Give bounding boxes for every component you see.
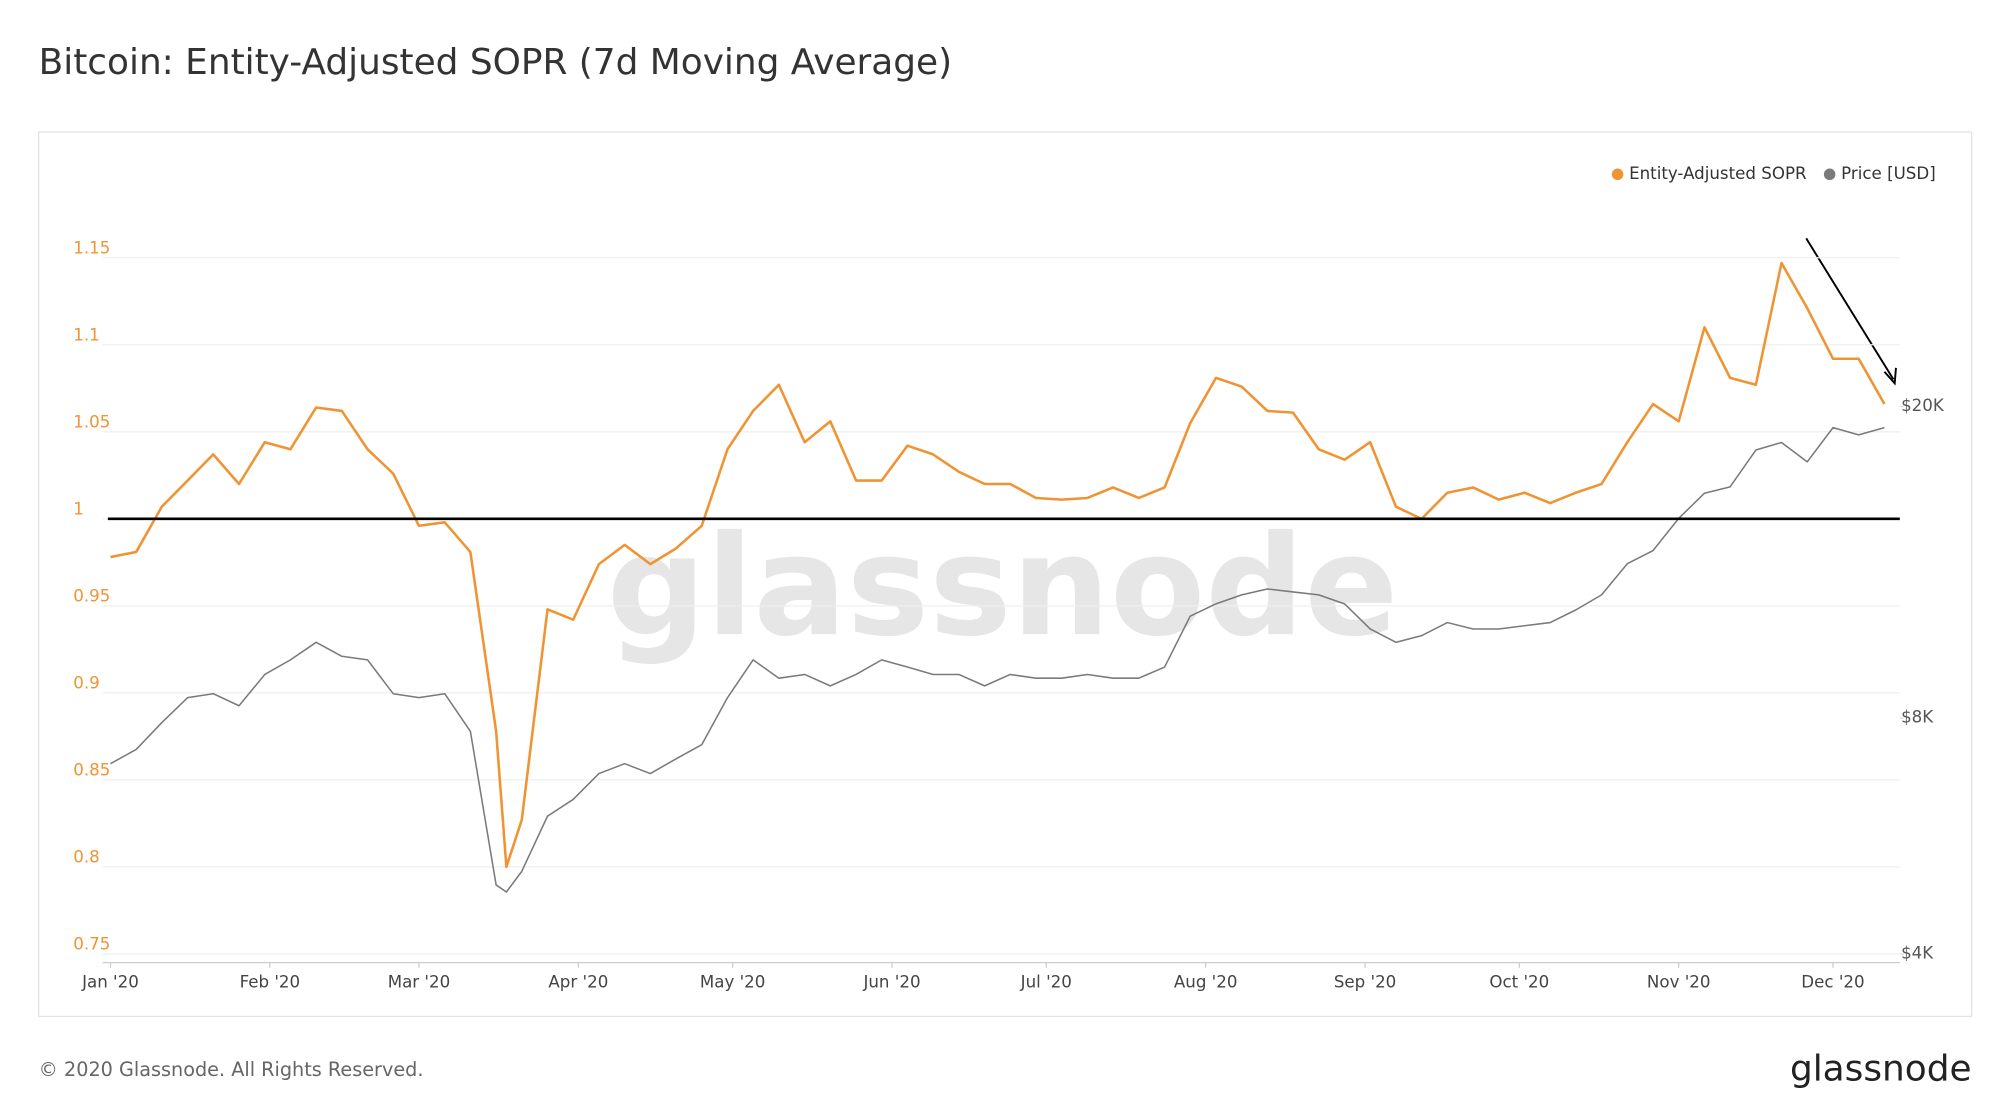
x-tick-label: Mar '20	[388, 973, 450, 992]
x-tick-label: Jul '20	[1020, 973, 1072, 992]
y-tick-label: 0.95	[73, 586, 110, 605]
x-tick-label: Feb '20	[240, 973, 301, 992]
y2-tick-label: $4K	[1901, 944, 1934, 963]
legend-label: Price [USD]	[1841, 164, 1936, 183]
y-tick-label: 1.05	[73, 412, 110, 431]
y2-tick-label: $8K	[1901, 708, 1934, 727]
annotation-arrowhead	[1883, 367, 1897, 386]
x-tick-label: Dec '20	[1801, 973, 1864, 992]
logo: glassnode	[1790, 1048, 1972, 1089]
y-tick-label: 0.8	[73, 847, 99, 866]
x-tick-label: Aug '20	[1174, 973, 1238, 992]
y-tick-label: 0.85	[73, 760, 110, 779]
x-tick-label: Sep '20	[1334, 973, 1396, 992]
chart-title: Bitcoin: Entity-Adjusted SOPR (7d Moving…	[39, 42, 952, 83]
legend-swatch	[1611, 168, 1624, 181]
y2-tick-label: $20K	[1901, 396, 1945, 415]
x-tick-label: Oct '20	[1489, 973, 1549, 992]
legend-swatch	[1823, 168, 1836, 181]
watermark: glassnode	[607, 506, 1398, 667]
x-tick-label: May '20	[700, 973, 766, 992]
chart-frame	[38, 131, 1973, 1018]
x-tick-label: Nov '20	[1647, 973, 1711, 992]
legend-label: Entity-Adjusted SOPR	[1629, 164, 1807, 183]
x-tick-label: Apr '20	[548, 973, 608, 992]
series-line	[110, 426, 1885, 893]
x-tick-label: Jun '20	[862, 973, 920, 992]
x-tick-label: Jan '20	[81, 973, 139, 992]
y-tick-label: 1.1	[73, 325, 99, 344]
y-tick-label: 0.75	[73, 934, 110, 953]
annotation-arrow	[1805, 237, 1895, 380]
series-line	[110, 261, 1886, 869]
y-tick-label: 1.15	[73, 238, 110, 257]
y-tick-label: 0.9	[73, 673, 99, 692]
footer: © 2020 Glassnode. All Rights Reserved.	[39, 1058, 424, 1081]
y-tick-label: 1	[73, 499, 84, 518]
